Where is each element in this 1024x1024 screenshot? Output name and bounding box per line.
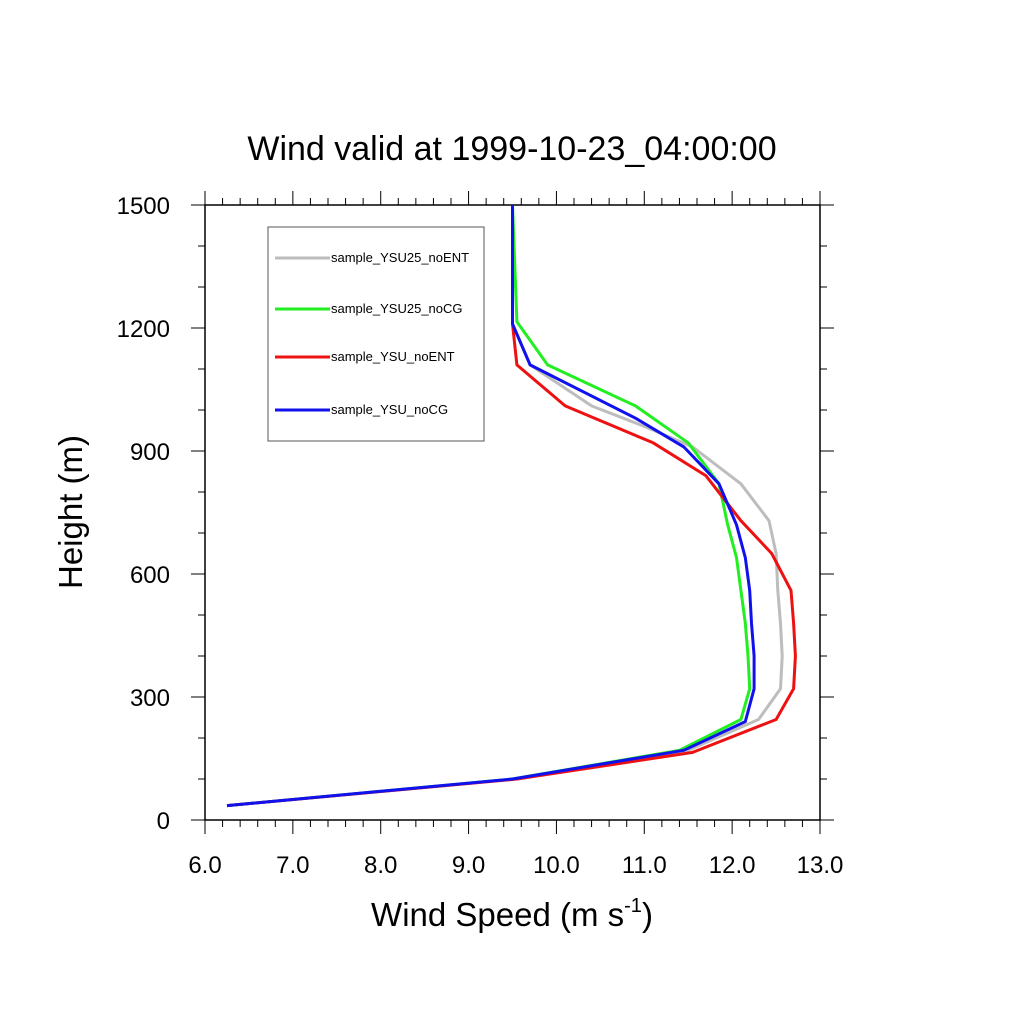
x-tick-label: 9.0 [452, 852, 485, 879]
x-axis-label-close: ) [642, 896, 653, 933]
x-tick-label: 12.0 [709, 852, 756, 879]
x-axis-ticks [204, 191, 821, 834]
x-axis-label-superscript: -1 [624, 895, 642, 917]
x-tick-label: 13.0 [797, 852, 844, 879]
y-tick-label: 0 [157, 808, 170, 835]
legend-box [267, 226, 485, 442]
x-axis-tick-labels: 6.0 7.0 8.0 9.0 10.0 11.0 12.0 13.0 [188, 852, 843, 879]
legend-items: sample_YSU25_noENT sample_YSU25_noCGsampl… [275, 250, 469, 417]
series-line-4 [226, 205, 756, 808]
legend: sample_YSU25_noENT sample_YSU25_noCGsampl… [267, 226, 485, 442]
y-tick-label: 900 [130, 439, 170, 466]
legend-label: sample_YSU_noENT [331, 349, 455, 364]
legend-label: sample_YSU_noCG [331, 402, 448, 417]
legend-label: sample_YSU25_noCG [331, 301, 463, 316]
x-axis-label: Wind Speed (m s-1) [371, 895, 653, 933]
y-tick-label: 1200 [117, 316, 170, 343]
y-axis-ticks [191, 204, 834, 821]
legend-label: sample_YSU25_noENT [331, 250, 469, 265]
x-tick-label: 10.0 [533, 852, 580, 879]
series-lines [226, 204, 797, 808]
series-line-1 [226, 205, 784, 808]
x-tick-label: 6.0 [188, 852, 221, 879]
chart-title: Wind valid at 1999-10-23_04:00:00 [247, 130, 776, 168]
series-line-2 [226, 204, 752, 808]
y-tick-label: 600 [130, 562, 170, 589]
series-line-3 [226, 205, 797, 808]
x-tick-label: 7.0 [276, 852, 309, 879]
x-tick-label: 11.0 [622, 852, 667, 879]
y-axis-label: Height (m) [52, 435, 89, 589]
y-tick-label: 300 [130, 685, 170, 712]
y-tick-label: 1500 [117, 193, 170, 220]
x-tick-label: 8.0 [364, 852, 397, 879]
x-axis-label-main: Wind Speed (m s [371, 896, 624, 933]
y-axis-tick-labels: 0 300 600 900 1200 1500 [117, 193, 170, 835]
